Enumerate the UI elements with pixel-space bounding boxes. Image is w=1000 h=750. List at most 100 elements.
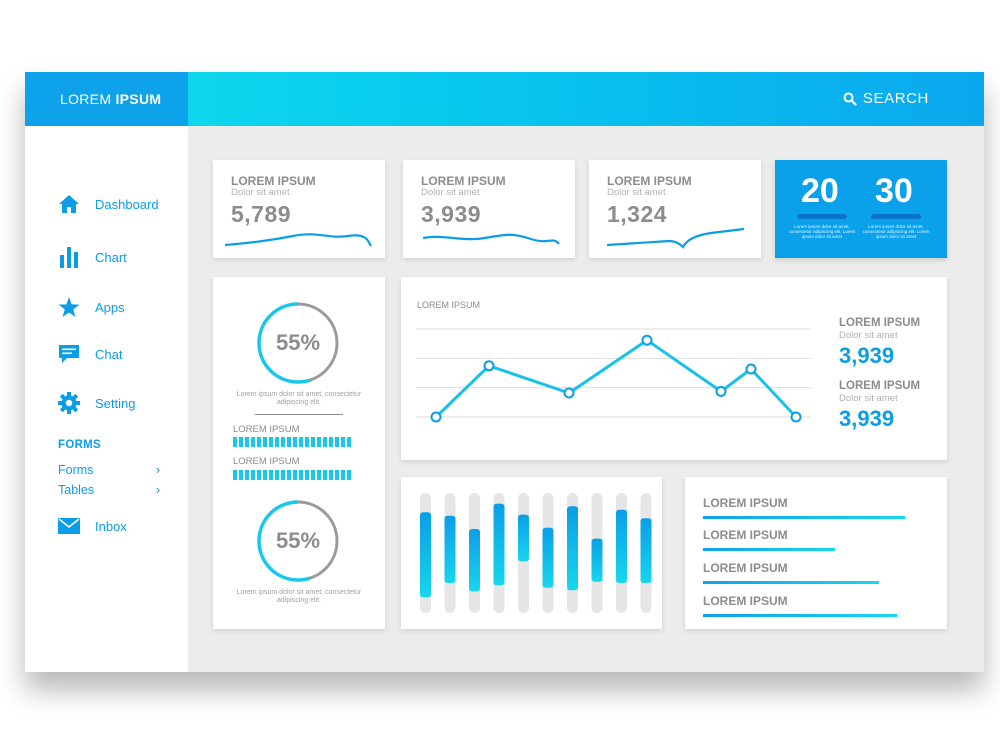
list-item-title: LOREM IPSUM [703,594,788,608]
logo-light-text: LOREM [60,91,116,107]
side-stat-value: 3,939 [839,406,895,431]
line-point [790,411,802,423]
sidebar-item-apps[interactable]: Apps [58,296,125,318]
highlight-caption-left: Lorem ipsum dolor sit amet, consectetur … [788,224,856,239]
stat-title: LOREM IPSUM [607,174,692,188]
segmented-progress-bar [233,437,351,447]
segmented-progress-bar [233,470,351,480]
star-icon [58,296,80,318]
sidebar-item-label: Chart [95,249,127,265]
donut-top: 55% [255,300,341,386]
line-point [641,334,653,346]
chat-icon [58,343,80,365]
stat-value: 5,789 [231,201,292,227]
side-stat-title: LOREM IPSUM [839,317,921,329]
bar-chart-icon [58,246,80,268]
stat-sparkline [422,233,560,245]
list-panel: LOREM IPSUM LOREM IPSUM LOREM IPSUM LORE… [685,477,947,629]
line-point [745,363,757,375]
sidebar-item-chart[interactable]: Chart [58,246,127,268]
list-item-title: LOREM IPSUM [703,528,788,542]
list-item-bar [703,516,906,519]
sidebar-subitem-tables[interactable]: Tables › [58,483,160,497]
sidebar-item-label: Setting [95,395,136,411]
subitem-label: Forms [58,463,94,477]
line-chart-title: LOREM IPSUM [417,300,481,310]
sidebar-item-chat[interactable]: Chat [58,343,122,365]
sidebar: Dashboard Chart Apps Chat [25,126,188,672]
stat-sparkline [224,233,372,247]
sidebar-item-dashboard[interactable]: Dashboard [58,193,159,215]
divider [255,414,343,415]
donut-bottom-value: 55% [275,528,321,553]
side-stat-value: 3,939 [839,343,895,368]
line-point [483,360,495,372]
stat-sparkline [606,227,745,249]
donut-top-caption: Lorem ipsum dolor sit amet, consectetur … [236,391,362,406]
mail-icon [58,515,80,537]
logo-bold-text: IPSUM [115,91,162,107]
sidebar-item-inbox[interactable]: Inbox [58,515,127,537]
highlight-bar-left-fill [797,214,847,219]
highlight-value-left: 20 [801,172,839,210]
donut-bottom-caption: Lorem ipsum dolor sit amet, consectetur … [236,589,362,604]
search-icon [843,92,857,106]
search-label: SEARCH [862,90,929,107]
stat-title: LOREM IPSUM [421,174,506,188]
donut-bottom: 55% [255,498,341,584]
bar [591,538,603,582]
sidebar-item-setting[interactable]: Setting [58,392,135,414]
sidebar-item-label: Inbox [95,518,127,534]
bar [493,503,505,586]
list-item-bar [703,581,879,584]
bar [616,509,627,583]
bar [469,529,480,592]
sidebar-item-label: Dashboard [95,196,159,212]
dashboard-window: LOREM IPSUM SEARCH Dashboard Chart [25,72,984,672]
highlight-card[interactable]: 20 30 Lorem ipsum dolor sit amet, consec… [775,160,947,258]
home-icon [58,193,80,215]
highlight-bar-right-fill [871,214,921,219]
subitem-label: Tables [58,483,95,497]
list-item-bar [703,614,897,617]
line-point [563,387,575,399]
app-logo[interactable]: LOREM IPSUM [25,72,188,126]
top-bar: LOREM IPSUM SEARCH [25,72,984,126]
list-item-bar [703,548,835,551]
bar [567,506,578,591]
side-stat-subtitle: Dolor sit amet [839,330,898,341]
highlight-value-right: 30 [875,172,913,210]
stat-card[interactable]: LOREM IPSUM Dolor sit amet 1,324 [589,160,761,258]
forms-section-heading: FORMS [58,439,102,451]
side-stat-title: LOREM IPSUM [839,380,921,392]
stat-card[interactable]: LOREM IPSUM Dolor sit amet 5,789 [213,160,385,258]
bar-chart-panel [401,477,662,629]
stat-card[interactable]: LOREM IPSUM Dolor sit amet 3,939 [403,160,575,258]
sidebar-item-label: Apps [95,299,125,315]
side-stat-subtitle: Dolor sit amet [839,393,898,404]
stat-subtitle: Dolor sit amet [231,187,290,198]
sidebar-subitem-forms[interactable]: Forms › [58,463,160,477]
line-point [715,385,727,397]
line-chart-panel: LOREM IPSUM LOREM IPSUM Dolor sit amet 3… [401,277,947,460]
bar-chart [420,493,652,613]
gear-icon [58,392,80,414]
line-chart [416,328,811,423]
donut-top-value: 55% [275,330,321,355]
search-button[interactable]: SEARCH [843,90,929,107]
bar [420,512,431,598]
chevron-right-icon: › [155,483,160,497]
bar [518,514,529,562]
stat-value: 1,324 [607,201,668,227]
progress-card: 55% Lorem ipsum dolor sit amet, consecte… [213,277,385,629]
progress-label: LOREM IPSUM [233,456,300,467]
highlight-bar-left [797,214,847,219]
highlight-caption-right: Lorem ipsum dolor sit amet, consectetur … [862,224,930,239]
list-item-title: LOREM IPSUM [703,496,788,510]
stat-title: LOREM IPSUM [231,174,316,188]
chevron-right-icon: › [155,463,160,477]
line-series [434,338,798,419]
sidebar-item-label: Chat [95,346,123,362]
list-item-title: LOREM IPSUM [703,561,788,575]
highlight-bar-right [871,214,921,219]
